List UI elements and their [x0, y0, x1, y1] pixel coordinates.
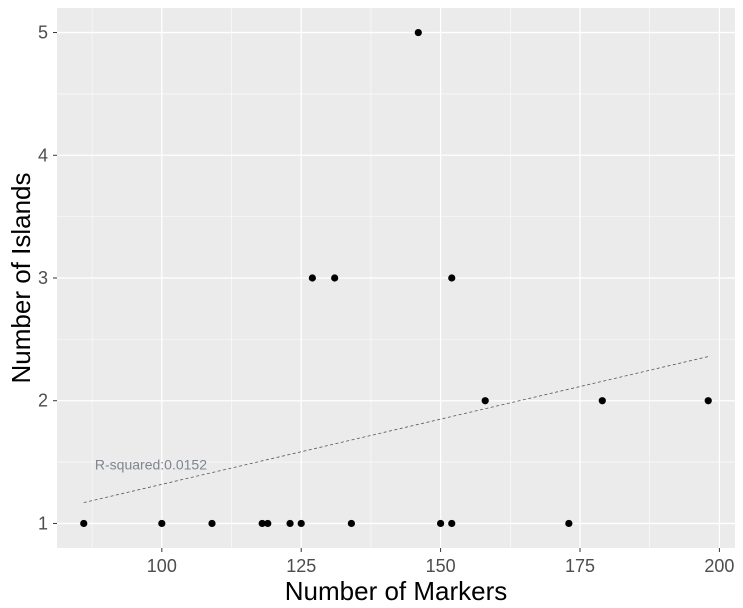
data-point [448, 274, 456, 282]
data-point [347, 519, 355, 528]
r-squared-annotation: R-squared:0.0152 [95, 457, 207, 473]
y-tick-label: 5 [38, 23, 48, 43]
trend-line [83, 356, 709, 503]
data-point [414, 28, 422, 37]
y-tick-label: 1 [38, 513, 48, 533]
data-point [308, 274, 316, 282]
y-axis-ticks: 1 2 3 4 5 [38, 23, 57, 533]
data-point [258, 519, 266, 528]
data-point [158, 519, 166, 528]
data-point [297, 519, 305, 528]
major-gridlines [57, 8, 735, 548]
data-point [598, 397, 606, 405]
y-tick-label: 3 [38, 268, 48, 288]
x-tick-label: 100 [147, 556, 177, 576]
data-point [331, 274, 339, 282]
y-tick-label: 2 [38, 391, 48, 411]
data-point [448, 519, 456, 528]
x-axis-title: Number of Markers [285, 576, 508, 606]
x-tick-label: 150 [426, 556, 456, 576]
x-tick-label: 175 [565, 556, 595, 576]
x-axis-ticks: 100 125 150 175 200 [147, 548, 734, 576]
x-tick-label: 125 [286, 556, 316, 576]
data-point [80, 519, 88, 528]
data-point [264, 519, 272, 528]
data-point [208, 519, 216, 528]
y-axis-title: Number of Islands [6, 173, 36, 384]
data-point [286, 519, 294, 528]
data-point [704, 397, 712, 405]
y-tick-label: 4 [38, 145, 48, 165]
data-point [565, 519, 573, 528]
x-tick-label: 200 [704, 556, 734, 576]
data-points [80, 28, 712, 528]
data-point [437, 519, 445, 528]
data-point [481, 397, 489, 405]
